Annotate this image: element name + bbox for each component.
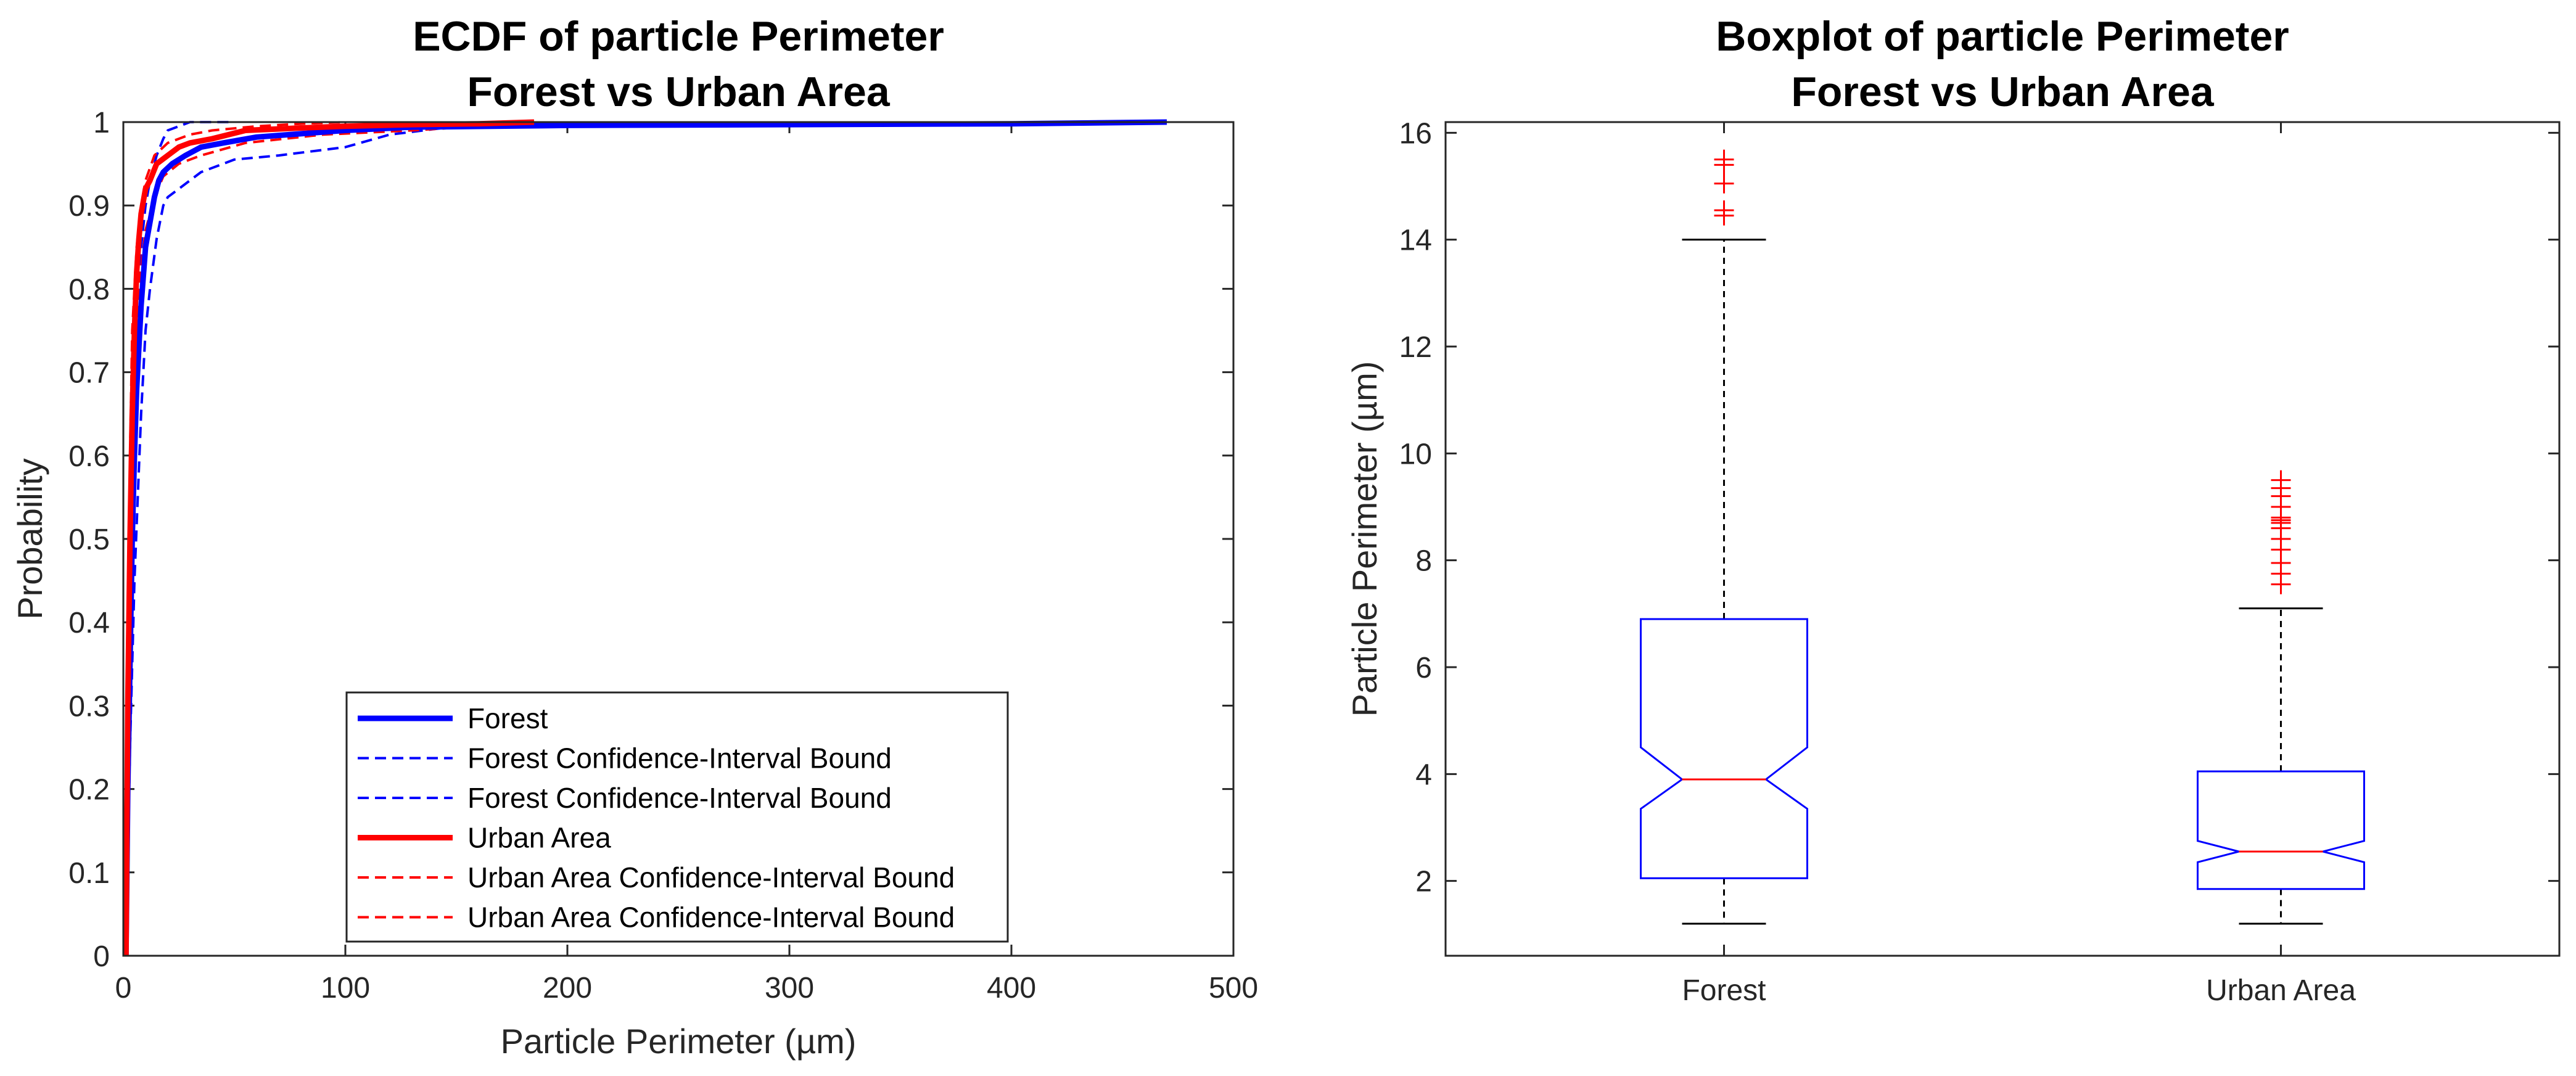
- boxplot-title-line-1: Boxplot of particle Perimeter: [1716, 13, 2289, 60]
- ecdf-y-tick-label: 1: [93, 107, 110, 139]
- ecdf-ticks: 0 100 200 300 400 500 0 0.1 0.2 0.3 0.4 0.5 0.6 0.7 0.…: [68, 107, 1258, 1004]
- boxplot-box-1: [2197, 470, 2365, 925]
- notched-box: [1640, 618, 1808, 879]
- ecdf-y-tick-label: 0.7: [68, 357, 110, 390]
- ecdf-series-5: [125, 121, 346, 956]
- boxplot-y-tick-label: 4: [1415, 758, 1432, 791]
- ecdf-y-tick-label: 0.3: [68, 690, 110, 723]
- outlier-marker: [2271, 470, 2291, 490]
- boxplot-marks: [1640, 149, 2365, 925]
- ecdf-series-1: [125, 121, 1167, 956]
- boxplot-y-tick-label: 2: [1415, 866, 1432, 898]
- ecdf-title-line-2: Forest vs Urban Area: [467, 68, 890, 115]
- ecdf-series-3: [123, 119, 535, 956]
- boxplot-y-tick-label: 6: [1415, 652, 1432, 684]
- ecdf-y-tick-label: 0.8: [68, 273, 110, 306]
- ecdf-series-2: [125, 121, 234, 956]
- ecdf-legend-label: Forest: [467, 702, 548, 734]
- boxplot-y-tick-label: 8: [1415, 545, 1432, 578]
- ecdf-legend-label: Forest Confidence-Interval Bound: [467, 782, 892, 814]
- boxplot-y-tick-label: 10: [1399, 438, 1432, 470]
- boxplot-category-label: Urban Area: [2206, 974, 2356, 1007]
- ecdf-x-tick-label: 200: [543, 972, 592, 1004]
- ecdf-y-axis-label: Probability: [10, 458, 49, 619]
- ecdf-legend: Forest Forest Confidence-Interval Bound Fo…: [345, 691, 1009, 943]
- outlier-marker: [1714, 173, 1734, 194]
- ecdf-title-line-1: ECDF of particle Perimeter: [413, 13, 944, 60]
- ecdf-x-tick-label: 100: [321, 972, 370, 1004]
- ecdf-chart: ECDF of particle Perimeter Forest vs Urb…: [10, 13, 1258, 1061]
- boxplot-box-0: [1640, 149, 1808, 925]
- ecdf-legend-label: Urban Area Confidence-Interval Bound: [467, 861, 955, 893]
- ecdf-x-tick-label: 300: [765, 972, 814, 1004]
- boxplot-y-tick-label: 14: [1399, 224, 1432, 257]
- ecdf-y-tick-label: 0.6: [68, 440, 110, 473]
- ecdf-x-tick-label: 400: [987, 972, 1036, 1004]
- ecdf-y-tick-label: 0.9: [68, 190, 110, 223]
- notched-box: [2197, 770, 2365, 890]
- ecdf-y-tick-label: 0: [93, 940, 110, 973]
- ecdf-y-tick-label: 0.2: [68, 774, 110, 807]
- boxplot-axes-box: [1444, 121, 2561, 957]
- ecdf-y-tick-label: 0.4: [68, 607, 110, 639]
- boxplot-y-axis-label: Particle Perimeter (µm): [1345, 361, 1384, 717]
- outlier-marker: [1714, 149, 1734, 170]
- ecdf-y-tick-label: 0.5: [68, 524, 110, 556]
- ecdf-legend-label: Urban Area Confidence-Interval Bound: [467, 901, 955, 934]
- ecdf-x-axis-label: Particle Perimeter (µm): [501, 1022, 857, 1061]
- ecdf-legend-label: Forest Confidence-Interval Bound: [467, 742, 892, 774]
- ecdf-legend-box: [345, 691, 1009, 943]
- boxplot-title-line-2: Forest vs Urban Area: [1791, 68, 2214, 115]
- ecdf-axes-box: [122, 121, 1235, 957]
- boxplot-y-tick-label: 16: [1399, 117, 1432, 150]
- ecdf-x-tick-label: 0: [115, 972, 132, 1004]
- outlier-marker: [1714, 200, 1734, 220]
- boxplot-chart: Boxplot of particle Perimeter Forest vs …: [1345, 13, 2561, 1007]
- ecdf-y-tick-label: 0.1: [68, 857, 110, 890]
- boxplot-ticks: 2 4 6 8 10 12 14 16 Forest Urban Area: [1399, 117, 2559, 1007]
- ecdf-legend-label: Urban Area: [467, 822, 611, 854]
- boxplot-y-tick-label: 12: [1399, 331, 1432, 364]
- ecdf-x-tick-label: 500: [1209, 972, 1258, 1004]
- boxplot-category-label: Forest: [1682, 974, 1766, 1007]
